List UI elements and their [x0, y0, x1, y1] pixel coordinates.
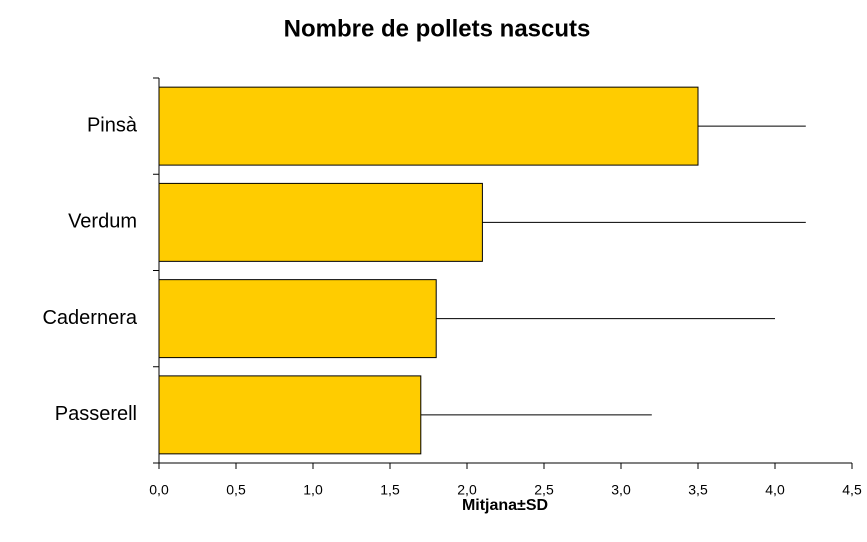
chart-title: Nombre de pollets nascuts [284, 15, 591, 42]
x-tick-label: 4,0 [765, 482, 785, 498]
y-tick-label: Pinsà [87, 114, 138, 136]
x-tick-label: 3,0 [611, 482, 631, 498]
y-tick-label: Verdum [68, 211, 137, 233]
bar [158, 375, 422, 455]
x-tick-label: 1,0 [303, 482, 323, 498]
x-tick-label: 2,0 [457, 482, 477, 498]
y-tick-label: Passerell [55, 403, 137, 425]
x-tick-label: 0,5 [226, 482, 246, 498]
bar [158, 279, 437, 359]
y-tick-label: Cadernera [42, 307, 137, 329]
x-axis-label: Mitjana±SD [462, 497, 548, 514]
x-tick-label: 0,0 [149, 482, 169, 498]
bar [158, 86, 699, 166]
bar [158, 182, 483, 262]
x-tick-label: 3,5 [688, 482, 708, 498]
x-tick-label: 2,5 [534, 482, 554, 498]
x-tick-label: 4,5 [842, 482, 862, 498]
x-tick-label: 1,5 [380, 482, 400, 498]
